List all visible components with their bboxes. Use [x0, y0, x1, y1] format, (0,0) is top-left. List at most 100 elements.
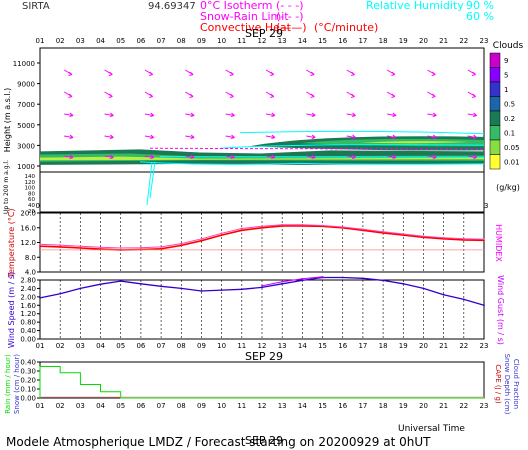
wind-arrow [265, 135, 275, 139]
wind-point [39, 297, 41, 299]
hour-label-10: 10 [217, 402, 226, 410]
hour-label-18: 18 [379, 342, 388, 350]
colorbar-swatch [489, 52, 501, 68]
site-name: SIRTA [22, 1, 50, 12]
colorbar-unit: (g/kg) [496, 183, 520, 192]
wind-arrow-head [150, 112, 155, 118]
wind-arrow [185, 155, 195, 159]
hour-label-05: 05 [116, 37, 125, 45]
colorbar-swatch [489, 125, 501, 141]
wind-arrow-head [311, 112, 316, 118]
wind-arrow [104, 113, 114, 117]
wind-point [281, 280, 284, 283]
wind-point [341, 276, 344, 279]
wind-point [382, 279, 384, 282]
humidity-contour [239, 130, 485, 135]
hour-label-07: 07 [157, 342, 166, 350]
precip-ytick-label: 0.30 [20, 368, 36, 376]
temp-point [140, 246, 142, 249]
wind-arrow-head [189, 93, 194, 98]
temperature-panel: 20.0 16.0 12.0 8.0 4.0 Temperature (°C) HUMIDE… [7, 208, 503, 278]
colorbar-label: 5 [504, 72, 508, 80]
wind-ytick-label: 0.40 [20, 327, 36, 335]
hour-label-15: 15 [318, 37, 327, 45]
wind-arrow [427, 135, 437, 139]
cloud-panel: 11000 9000 7000 5000 3000 1000 140120100806040… [3, 47, 485, 215]
temp-point [240, 227, 243, 230]
hour-label-08: 08 [177, 342, 186, 350]
hour-label-09: 09 [197, 37, 206, 45]
rh-60-label: 60 % [466, 10, 494, 23]
hour-label-11: 11 [237, 402, 246, 410]
hour-label-06: 06 [136, 37, 145, 45]
hour-label-21: 21 [439, 37, 448, 45]
wind-ytick-label: 0.80 [20, 319, 36, 327]
hour-label-09: 09 [197, 402, 206, 410]
colorbar-swatch [489, 139, 501, 155]
precip-ytick-label: 0.20 [20, 377, 36, 385]
temp-point [462, 237, 465, 240]
wind-arrow-head [392, 154, 397, 160]
wind-arrow [225, 155, 235, 159]
universal-time-label: Universal Time [398, 424, 465, 434]
hour-label-03: 03 [76, 342, 85, 350]
convective-unit: (°C/minute) [314, 21, 378, 34]
low-height-tick-label: 120 [25, 180, 36, 186]
date-label-top: SEP 29 [245, 27, 283, 40]
wind-arrow-head [350, 93, 355, 98]
hour-label-02: 02 [56, 342, 65, 350]
wind-arrow-head [68, 71, 73, 76]
wind-point [402, 282, 405, 285]
hour-label-21: 21 [439, 402, 448, 410]
low-height-axis-label: Up to 200 m a.g.l. [3, 160, 10, 214]
wind-panel: 2.802.402.001.601.200.800.400.00 Wind Spe… [7, 272, 505, 348]
isotherm-line [149, 147, 485, 150]
wind-point [59, 292, 62, 295]
wind-arrow-head [391, 71, 396, 76]
hour-label-02: 02 [56, 402, 65, 410]
wind-ytick-label: 1.60 [20, 302, 36, 310]
temp-point [59, 244, 62, 246]
temp-point [160, 246, 162, 248]
snow-axis-label: Snow (cm / hour) [13, 354, 21, 414]
low-height-tick-label: 80 [28, 191, 35, 197]
temp-point [341, 226, 344, 228]
humidity-contour [219, 144, 485, 149]
wind-point [281, 282, 284, 285]
wind-arrow-head [190, 134, 195, 140]
hour-label-21: 21 [439, 342, 448, 350]
temp-point [59, 246, 62, 248]
hour-label-14: 14 [298, 402, 307, 410]
hour-label-07: 07 [157, 37, 166, 45]
hour-label-19: 19 [399, 37, 408, 45]
wind-arrow [104, 155, 114, 159]
wind-arrow [185, 113, 195, 117]
cloud-fraction-axis-label: Cloud Fraction [512, 359, 520, 409]
wind-point [321, 275, 324, 278]
hour-label-22: 22 [459, 342, 468, 350]
wind-arrow-head [69, 112, 74, 118]
wind-arrow [64, 135, 74, 139]
wind-arrow-head [150, 154, 155, 160]
wind-point [119, 280, 122, 282]
wind-arrow [185, 135, 195, 139]
wind-arrow-head [471, 71, 476, 76]
colorbar-label: 0.2 [504, 115, 515, 123]
wind-arrow [387, 113, 397, 117]
colorbar-label: 0.05 [504, 144, 520, 152]
precip-frame [39, 361, 485, 399]
temp-point [422, 235, 425, 238]
wind-arrow [225, 135, 235, 139]
wind-arrow-head [108, 93, 113, 98]
wind-arrow-head [270, 71, 275, 76]
temp-point [180, 244, 183, 247]
height-tick-label: 7000 [17, 101, 35, 109]
hour-label-12: 12 [258, 402, 267, 410]
wind-arrow [346, 155, 356, 159]
low-height-tick-label: 20 [28, 209, 35, 215]
hour-label-13: 13 [278, 37, 287, 45]
wind-point [160, 285, 162, 288]
wind-point [79, 287, 82, 290]
